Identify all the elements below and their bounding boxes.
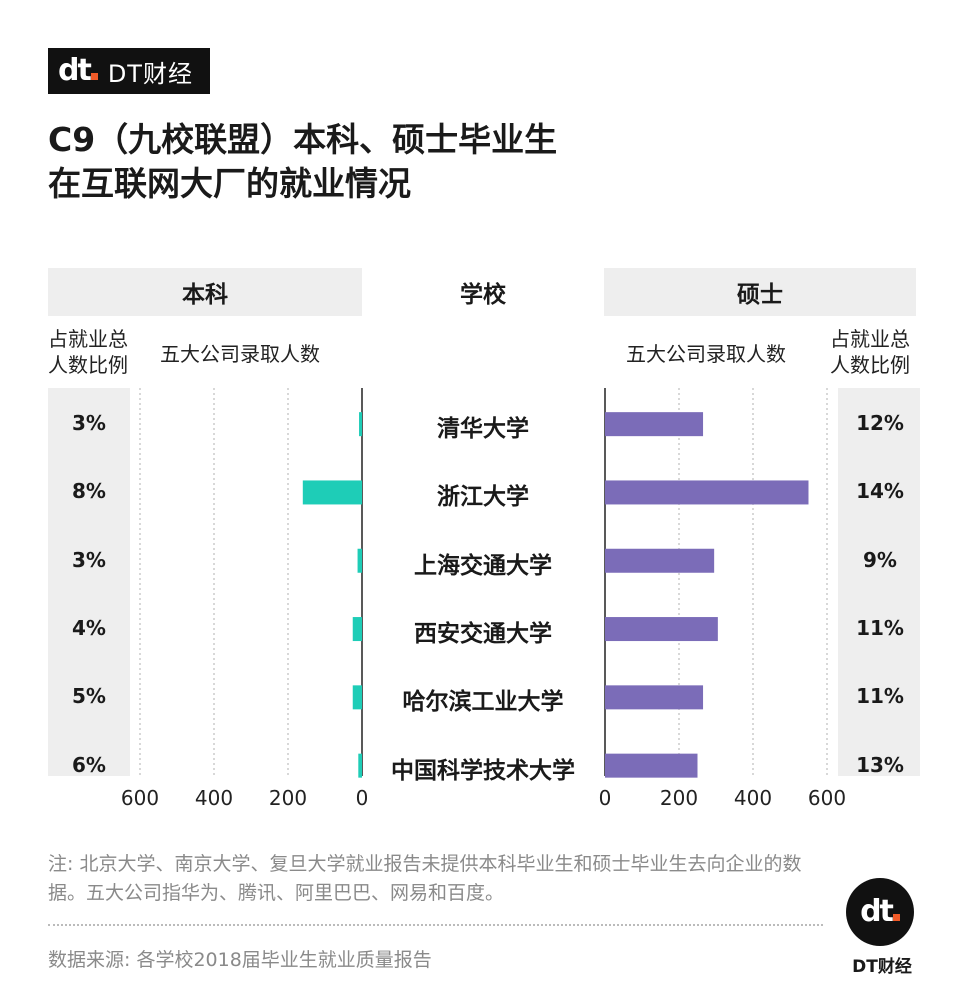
left-pct-subheader-line1: 占就业总 xyxy=(48,327,128,351)
master-pct-label: 13% xyxy=(856,752,904,777)
school-label: 哈尔滨工业大学 xyxy=(402,689,564,716)
left-pct-column xyxy=(48,388,130,776)
master-bar-3 xyxy=(605,617,718,642)
brand-name: DT财经 xyxy=(107,59,193,88)
school-label: 浙江大学 xyxy=(437,484,529,511)
left-count-subheader: 五大公司录取人数 xyxy=(160,342,320,366)
master-pct-label: 12% xyxy=(856,411,904,436)
undergrad-pct-label: 3% xyxy=(72,547,106,572)
undergrad-pct-label: 3% xyxy=(72,411,106,436)
chart-title-line2: 在互联网大厂的就业情况 xyxy=(48,164,411,203)
brand-logo: dt DT财经 xyxy=(48,48,210,94)
round-brand-logo: dt xyxy=(846,878,914,946)
data-source: 数据来源: 各学校2018届毕业生就业质量报告 xyxy=(48,949,432,971)
school-label: 中国科学技术大学 xyxy=(391,757,575,784)
right-tick-label: 400 xyxy=(733,786,773,810)
footnote: 注: 北京大学、南京大学、复旦大学就业报告未提供本科毕业生和硕士毕业生去向企业的… xyxy=(48,853,802,904)
left-tick-label: 200 xyxy=(268,786,308,810)
left-tick-label: 0 xyxy=(355,786,369,810)
undergrad-bar-4 xyxy=(352,685,362,710)
undergrad-bar-1 xyxy=(302,480,362,505)
school-label: 上海交通大学 xyxy=(414,552,552,579)
header-school: 学校 xyxy=(460,282,506,308)
master-bar-5 xyxy=(605,753,698,778)
left-tick-label: 400 xyxy=(194,786,234,810)
right-count-subheader: 五大公司录取人数 xyxy=(626,342,786,366)
chart-title: C9（九校联盟）本科、硕士毕业生 在互联网大厂的就业情况 xyxy=(48,118,557,206)
undergrad-bar-0 xyxy=(359,412,362,437)
right-tick-label: 600 xyxy=(807,786,847,810)
school-label: 西安交通大学 xyxy=(414,621,552,648)
school-label: 清华大学 xyxy=(437,416,529,443)
chart-title-line1: C9（九校联盟）本科、硕士毕业生 xyxy=(48,120,558,159)
footer-divider xyxy=(48,924,823,926)
master-pct-label: 9% xyxy=(863,547,897,572)
master-bar-2 xyxy=(605,548,715,573)
right-pct-subheader: 占就业总 人数比例 xyxy=(830,326,930,378)
master-pct-label: 11% xyxy=(856,616,904,641)
left-pct-subheader-line2: 人数比例 xyxy=(48,353,128,377)
master-pct-label: 11% xyxy=(856,684,904,709)
dt-round-logo-icon: dt xyxy=(860,897,900,927)
brand-bottom-text: DT财经 xyxy=(852,957,912,977)
right-pct-subheader-line2: 人数比例 xyxy=(830,353,910,377)
right-pct-column xyxy=(838,388,920,776)
header-master: 硕士 xyxy=(604,268,916,316)
right-tick-label: 200 xyxy=(659,786,699,810)
undergrad-bar-5 xyxy=(358,753,362,778)
master-pct-label: 14% xyxy=(856,479,904,504)
dt-logo-icon: dt xyxy=(58,56,98,86)
master-bar-4 xyxy=(605,685,704,710)
left-pct-subheader: 占就业总 人数比例 xyxy=(48,326,148,378)
undergrad-bar-2 xyxy=(357,548,362,573)
left-tick-label: 600 xyxy=(120,786,160,810)
undergrad-pct-label: 6% xyxy=(72,752,106,777)
master-bar-0 xyxy=(605,412,704,437)
right-pct-subheader-line1: 占就业总 xyxy=(830,327,910,351)
undergrad-bar-3 xyxy=(352,617,362,642)
master-bar-1 xyxy=(605,480,809,505)
undergrad-pct-label: 8% xyxy=(72,479,106,504)
right-tick-label: 0 xyxy=(598,786,612,810)
header-undergrad: 本科 xyxy=(48,268,362,316)
undergrad-pct-label: 4% xyxy=(72,616,106,641)
undergrad-pct-label: 5% xyxy=(72,684,106,709)
